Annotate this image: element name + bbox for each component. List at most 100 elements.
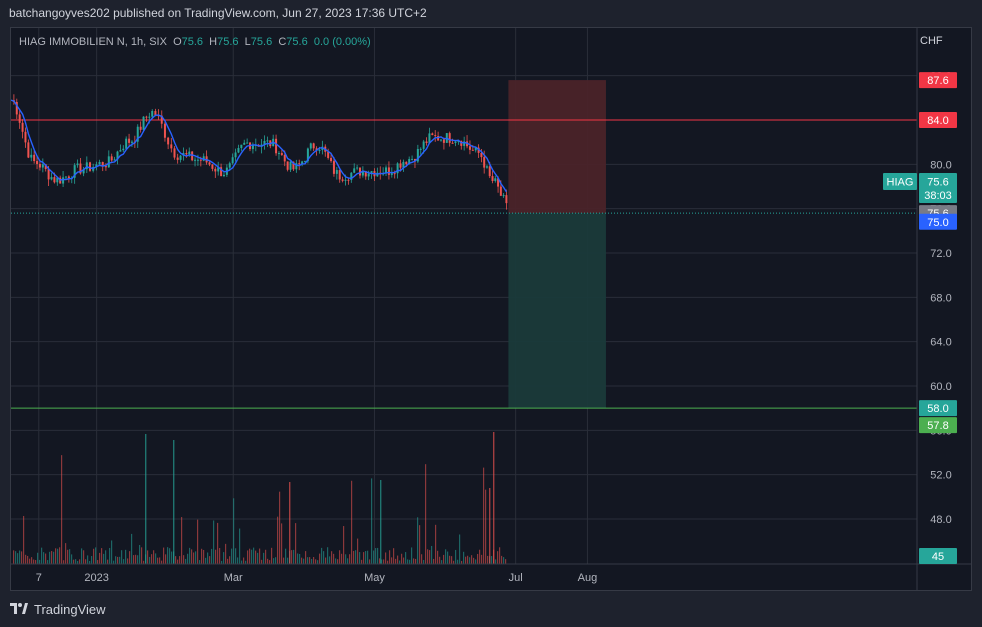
volume-bar bbox=[495, 559, 497, 564]
volume-bar bbox=[157, 557, 159, 564]
candle-body bbox=[64, 176, 67, 178]
volume-bar bbox=[501, 555, 503, 564]
candle-body bbox=[266, 140, 269, 142]
volume-bar bbox=[313, 557, 315, 564]
volume-bar bbox=[447, 551, 449, 564]
badge-support-bg bbox=[919, 400, 957, 417]
volume-bar bbox=[133, 555, 135, 564]
volume-bar bbox=[231, 548, 233, 564]
volume-bar bbox=[293, 549, 295, 564]
volume-bar bbox=[251, 549, 253, 564]
volume-bar bbox=[169, 548, 171, 564]
chart-legend: HIAG IMMOBILIEN N, 1h, SIX O75.6 H75.6 L… bbox=[19, 36, 371, 48]
volume-bar bbox=[101, 548, 103, 564]
volume-bar bbox=[371, 478, 373, 564]
candle-body bbox=[393, 173, 396, 175]
volume-bar bbox=[27, 555, 29, 564]
candle-body bbox=[251, 145, 254, 150]
volume-bar bbox=[329, 556, 331, 564]
candle-body bbox=[396, 163, 399, 174]
volume-bar bbox=[361, 559, 363, 564]
candle-body bbox=[160, 115, 163, 124]
candle-body bbox=[298, 163, 301, 165]
candle-body bbox=[38, 163, 41, 168]
candle-body bbox=[457, 140, 460, 142]
candle-body bbox=[488, 166, 491, 177]
candle-body bbox=[125, 138, 128, 149]
volume-bar bbox=[35, 560, 37, 564]
badge-target-bg bbox=[919, 417, 957, 434]
volume-bar bbox=[219, 548, 221, 564]
volume-bar bbox=[111, 540, 113, 564]
candle-body bbox=[312, 143, 315, 149]
volume-bar bbox=[141, 547, 143, 564]
horizontal-levels bbox=[11, 119, 917, 409]
candle-body bbox=[30, 154, 33, 158]
volume-bar bbox=[295, 523, 297, 564]
volume-bar bbox=[211, 548, 213, 564]
currency-label: CHF bbox=[920, 35, 943, 47]
volume-bar bbox=[331, 551, 333, 564]
volume-bar bbox=[503, 557, 505, 564]
volume-bar bbox=[483, 467, 485, 564]
volume-bar bbox=[385, 552, 387, 564]
candle-body bbox=[301, 161, 304, 164]
volume-bar bbox=[435, 524, 437, 564]
volume-bar bbox=[119, 556, 121, 564]
volume-bar bbox=[257, 552, 259, 564]
badge-last-price: 75.638:03 bbox=[919, 173, 957, 203]
x-tick-label: Aug bbox=[578, 572, 598, 584]
volume-bar bbox=[197, 519, 199, 564]
volume-bar bbox=[213, 520, 215, 564]
candle-body bbox=[104, 166, 107, 168]
badge-stop-text: 87.6 bbox=[927, 75, 948, 87]
price-chart[interactable]: 48.052.056.060.064.068.072.076.080.084.0… bbox=[11, 28, 971, 590]
volume-bar bbox=[75, 559, 77, 564]
volume-bar bbox=[315, 559, 317, 564]
volume-bar bbox=[355, 550, 357, 564]
volume-bar bbox=[15, 551, 17, 564]
volume-bar bbox=[127, 558, 129, 564]
candle-body bbox=[502, 195, 505, 197]
candle-body bbox=[405, 161, 408, 165]
candle-body bbox=[327, 151, 330, 158]
candle-body bbox=[289, 161, 292, 170]
volume-spike bbox=[173, 440, 175, 564]
volume-bar bbox=[187, 553, 189, 564]
candle-body bbox=[101, 161, 104, 167]
volume-bar bbox=[105, 550, 107, 564]
volume-bar bbox=[403, 557, 405, 564]
volume-bar bbox=[177, 559, 179, 564]
volume-bar bbox=[59, 547, 61, 564]
candle-body bbox=[416, 149, 419, 162]
volume-bar bbox=[359, 552, 361, 564]
volume-spike bbox=[380, 480, 382, 564]
volume-bar bbox=[167, 547, 169, 564]
volume-bar bbox=[261, 559, 263, 564]
candle-body bbox=[399, 163, 402, 168]
x-tick-label: Mar bbox=[224, 572, 243, 584]
volume-bar bbox=[457, 559, 459, 564]
volume-bar bbox=[307, 557, 309, 564]
volume-bar bbox=[203, 549, 205, 564]
volume-bar bbox=[67, 549, 69, 564]
volume-bar bbox=[405, 552, 407, 564]
candle-body bbox=[116, 151, 119, 160]
candle-body bbox=[390, 173, 393, 175]
volume-bar bbox=[23, 515, 25, 564]
volume-bar bbox=[379, 558, 381, 564]
chart-panel[interactable]: 48.052.056.060.064.068.072.076.080.084.0… bbox=[10, 27, 972, 591]
footer-brand[interactable]: TradingView bbox=[9, 598, 106, 620]
volume-bar bbox=[181, 517, 183, 564]
candle-body bbox=[497, 178, 500, 187]
candle-body bbox=[53, 177, 56, 183]
candle-body bbox=[332, 161, 335, 174]
candle-body bbox=[330, 157, 333, 162]
legend-low-value: 75.6 bbox=[250, 36, 273, 48]
volume-bar bbox=[159, 557, 161, 564]
volume-bar bbox=[339, 550, 341, 564]
candle-body bbox=[41, 164, 44, 168]
candle-body bbox=[277, 153, 280, 155]
candle-body bbox=[491, 176, 494, 181]
